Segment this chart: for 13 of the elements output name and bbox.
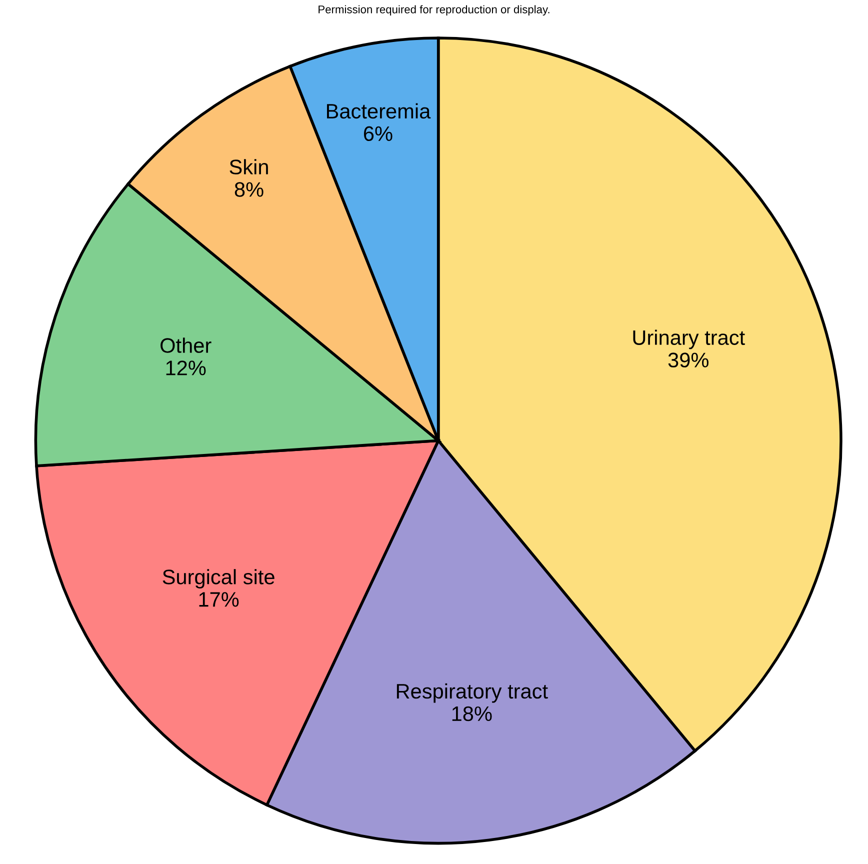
data-label: 6% — [364, 126, 392, 142]
slice-label: Other — [160, 338, 212, 353]
slice-label: Skin — [230, 159, 268, 174]
text: Permission required for reproduction or display. — [318, 5, 550, 16]
slice-label: Urinary tract — [633, 330, 745, 350]
data-label: 12% — [166, 360, 206, 376]
data-label: 17% — [199, 592, 239, 607]
slice-label: Bacteremia — [327, 103, 431, 119]
data-label: 18% — [452, 706, 492, 722]
slice-label: Respiratory tract — [396, 683, 548, 703]
data-label: 8% — [234, 182, 264, 197]
data-label: 39% — [668, 352, 708, 368]
slice-label: Surgical site — [162, 569, 274, 588]
